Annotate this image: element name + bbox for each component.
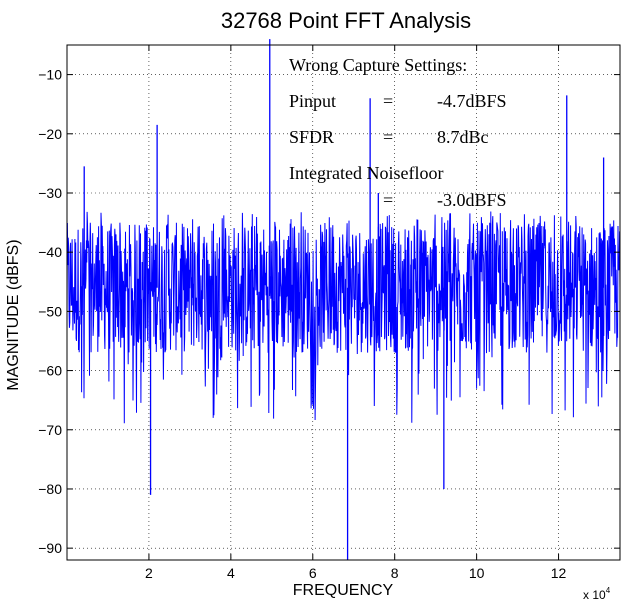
annotation-equals: = — [383, 127, 393, 147]
x-tick-label: 10 — [469, 565, 485, 581]
x-tick-label: 8 — [391, 565, 399, 581]
annotation-equals: = — [383, 190, 393, 210]
annotation-equals: = — [383, 91, 393, 111]
x-axis-title: FREQUENCY — [293, 582, 394, 599]
y-tick-label: −10 — [38, 67, 62, 83]
y-tick-label: −20 — [38, 126, 62, 142]
annotation-value: -3.0dBFS — [437, 190, 507, 210]
data-series — [66, 39, 621, 560]
x-tick-label: 12 — [551, 565, 567, 581]
noise-floor-trace — [66, 211, 621, 424]
y-tick-label: −80 — [38, 481, 62, 497]
annotation-value: -4.7dBFS — [437, 91, 507, 111]
x-axis-exponent: x 104 — [583, 586, 611, 602]
annotation-label: Pinput — [289, 91, 336, 111]
x-tick-label: 4 — [227, 565, 235, 581]
annotation-label: Integrated Noisefloor — [289, 163, 443, 183]
y-tick-label: −90 — [38, 540, 62, 556]
y-tick-label: −50 — [38, 303, 62, 319]
x-tick-label: 6 — [309, 565, 317, 581]
y-tick-label: −70 — [38, 422, 62, 438]
y-axis-title: MAGNITUDE (dBFS) — [5, 239, 22, 390]
y-tick-label: −30 — [38, 185, 62, 201]
chart-title: 32768 Point FFT Analysis — [221, 8, 471, 33]
annotation-value: 8.7dBc — [437, 127, 489, 147]
annotation-label: SFDR — [289, 127, 334, 147]
plot-frame — [66, 44, 621, 561]
y-tick-label: −40 — [38, 244, 62, 260]
annotation-box: Wrong Capture Settings: Pinput = -4.7dBFS SF… — [289, 55, 507, 210]
y-tick-label: −60 — [38, 363, 62, 379]
axis-ticks: 2 4 6 8 10 12 −10 −20 −30 −40 −50 −60 −70 −80 −90 — [38, 45, 620, 581]
x-tick-label: 2 — [145, 565, 153, 581]
annotation-label: Wrong Capture Settings: — [289, 55, 467, 75]
